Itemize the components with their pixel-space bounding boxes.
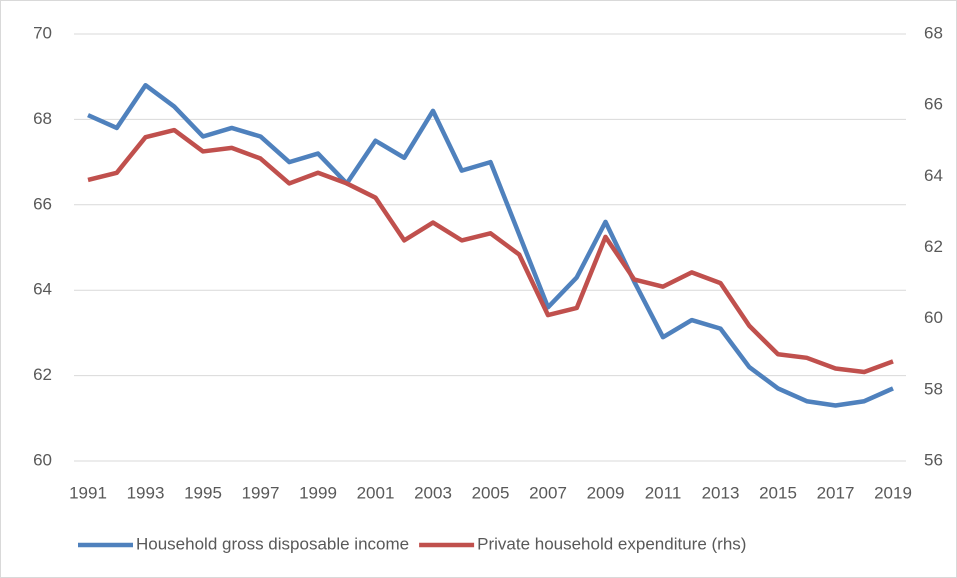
y2-tick-label: 60 [924,308,943,327]
x-tick-label: 1999 [299,483,337,502]
y-tick-label: 64 [33,280,52,299]
series-line [87,82,894,408]
x-tick-label: 1993 [127,483,165,502]
x-tick-label: 2009 [587,483,625,502]
x-tick-label: 2017 [817,483,855,502]
y-tick-label: 68 [33,109,52,128]
x-tick-label: 2015 [759,483,797,502]
y-tick-label: 70 [33,23,52,42]
y2-tick-label: 56 [924,450,943,469]
y2-tick-label: 66 [924,95,943,114]
x-tick-label: 2005 [472,483,510,502]
y2-tick-label: 62 [924,237,943,256]
y2-tick-label: 64 [924,166,943,185]
x-tick-label: 1995 [184,483,222,502]
legend-label: Household gross disposable income [136,534,409,553]
x-tick-label: 1991 [69,483,107,502]
x-tick-label: 2019 [874,483,912,502]
x-tick-label: 2007 [529,483,567,502]
x-tick-label: 2001 [357,483,395,502]
y2-tick-label: 68 [924,23,943,42]
legend-label: Private household expenditure (rhs) [477,534,746,553]
y2-tick-label: 58 [924,379,943,398]
y-tick-label: 60 [33,450,52,469]
y-tick-label: 66 [33,194,52,213]
y-tick-label: 62 [33,365,52,384]
x-tick-label: 2011 [645,483,682,502]
series-line [87,127,894,375]
x-tick-label: 2013 [702,483,740,502]
x-tick-label: 2003 [414,483,452,502]
x-tick-label: 1997 [242,483,280,502]
